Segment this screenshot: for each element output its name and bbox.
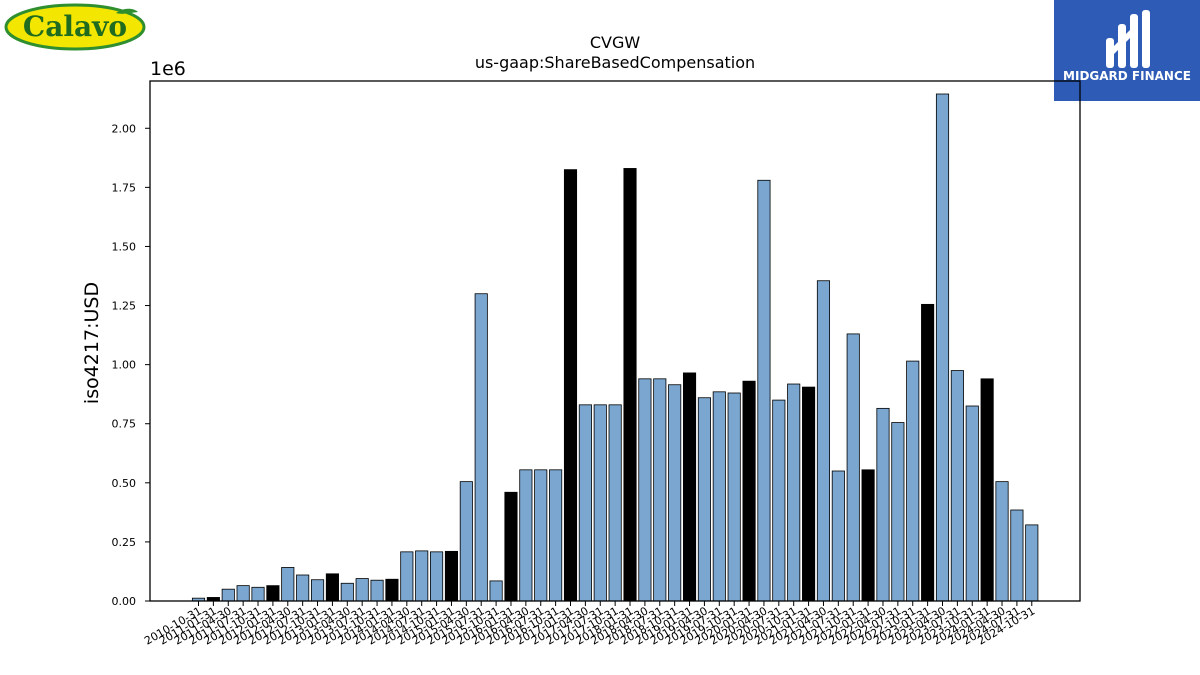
bar-2019-01-31	[682, 372, 697, 602]
y-tick-label: 0.00	[112, 595, 137, 608]
bar-2012-07-31	[296, 574, 310, 602]
y-ticks: 0.00 0.25 0.50 0.75 1.00 1.25 1.50 1.75 2.00	[112, 122, 150, 608]
bar-2014-10-31	[430, 551, 444, 602]
bar-2016-01-31	[504, 491, 518, 602]
bar-2012-01-31	[266, 585, 280, 602]
bar-2012-10-31	[310, 579, 325, 602]
bar-2023-01-31	[921, 303, 935, 602]
bar-2020-07-31	[772, 399, 786, 602]
y-tick-label: 1.50	[112, 240, 137, 253]
bar-2011-10-31	[251, 586, 265, 602]
bar-2018-10-31	[668, 384, 682, 602]
y-tick-label: 1.25	[112, 300, 137, 313]
bar-2024-04-30	[995, 481, 1009, 602]
bar-2022-04-30	[876, 407, 890, 602]
y-tick-label: 0.50	[112, 477, 137, 490]
bar-2021-10-31	[846, 333, 860, 602]
bar-2024-10-31	[1025, 524, 1039, 602]
bar-2021-01-31	[802, 386, 816, 602]
bar-2019-04-30	[697, 397, 711, 602]
bar-2022-10-31	[906, 360, 920, 602]
y-tick-label: 1.00	[112, 359, 137, 372]
bar-2017-07-31	[593, 404, 607, 602]
bar-2016-04-30	[519, 469, 533, 602]
bar-2019-07-31	[712, 391, 726, 602]
bar-2013-01-31	[325, 573, 339, 602]
chart-subtitle: us-gaap:ShareBasedCompensation	[475, 53, 755, 72]
bar-2024-01-31	[980, 378, 994, 602]
calavo-logo: Calavo	[4, 3, 146, 51]
bar-2016-07-31	[534, 469, 548, 602]
bar-2013-07-31	[355, 578, 369, 602]
bar-2011-04-30	[221, 588, 235, 602]
midgard-finance-logo: MIDGARD FINANCE	[1054, 0, 1200, 101]
bar-2020-10-31	[787, 383, 801, 602]
bar-2020-01-31	[742, 380, 756, 602]
bar-2018-01-31	[623, 168, 637, 602]
x-ticks: 2010-10-312011-01-312011-04-302011-07-31…	[142, 601, 1037, 648]
bar-2017-10-31	[608, 404, 622, 602]
bar-2011-07-31	[236, 585, 250, 602]
bar-2020-04-30	[757, 179, 771, 602]
bar-2012-04-30	[281, 567, 295, 602]
chart-title: CVGW	[590, 33, 641, 52]
y-tick-label: 0.75	[112, 418, 137, 431]
y-multiplier: 1e6	[150, 58, 186, 80]
bar-2015-01-31	[444, 550, 459, 602]
bar-2014-07-31	[415, 550, 429, 602]
bars-group	[191, 93, 1039, 602]
bar-2016-10-31	[549, 469, 563, 602]
bar-2013-10-31	[370, 579, 384, 602]
y-axis-label: iso4217:USD	[81, 282, 103, 404]
bar-2017-01-31	[563, 169, 578, 602]
bar-2021-04-30	[816, 280, 831, 602]
y-tick-label: 2.00	[112, 122, 137, 135]
bar-2014-04-30	[400, 551, 414, 602]
bar-2023-07-31	[950, 370, 964, 602]
y-tick-label: 1.75	[112, 181, 137, 194]
plot-frame	[149, 80, 1081, 602]
bar-2024-07-31	[1010, 509, 1024, 602]
bar-2018-04-30	[638, 378, 652, 602]
bar-2019-10-31	[727, 392, 741, 602]
bar-2015-04-30	[459, 481, 473, 602]
bar-2021-07-31	[831, 470, 845, 602]
bar-2015-10-31	[489, 580, 503, 602]
bar-2023-04-30	[935, 93, 950, 602]
bar-2014-01-31	[385, 578, 399, 602]
bar-2023-10-31	[965, 405, 979, 602]
midgard-logo-text: MIDGARD FINANCE	[1063, 69, 1191, 83]
bar-2022-07-31	[891, 422, 905, 602]
bar-2013-04-30	[340, 582, 354, 602]
bar-2015-07-31	[474, 293, 488, 602]
bar-2017-04-30	[578, 404, 592, 602]
bar-2018-07-31	[653, 378, 667, 602]
y-tick-label: 0.25	[112, 536, 137, 549]
bar-2022-01-31	[861, 469, 875, 602]
calavo-logo-text: Calavo	[23, 10, 127, 43]
